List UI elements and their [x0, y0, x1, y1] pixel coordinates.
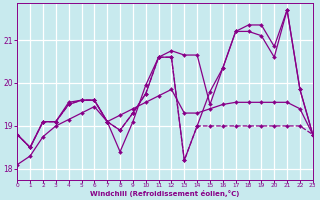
- X-axis label: Windchill (Refroidissement éolien,°C): Windchill (Refroidissement éolien,°C): [90, 190, 240, 197]
